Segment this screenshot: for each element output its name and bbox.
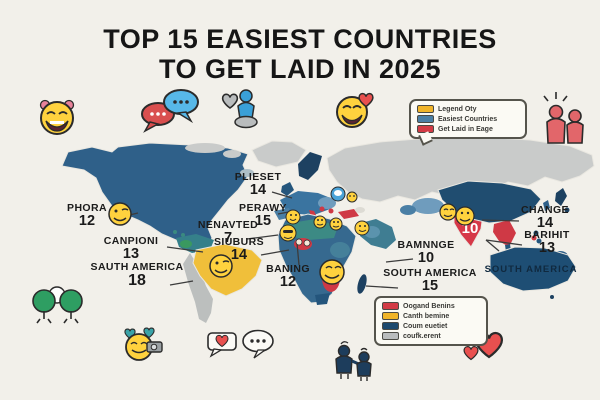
label-name: BAMNNGE	[397, 239, 455, 251]
continent-australia: SOUTH AMERICA	[485, 246, 578, 299]
map-label-perawy: PERAWY 15	[239, 202, 287, 229]
label-value: 14	[536, 215, 554, 231]
label-value: 12	[78, 213, 96, 229]
label-value: 10	[417, 250, 435, 266]
legend-label: Easiest Countries	[438, 115, 498, 123]
legend-label: Oogand Benins	[403, 302, 455, 310]
legend-swatch-blue	[417, 115, 434, 123]
map-label-phora: PHORA 12	[67, 202, 107, 229]
legend-swatch-yellow	[417, 105, 434, 113]
legend-row: Oogand Benins	[382, 302, 480, 310]
legend-row: Easiest Countries	[417, 115, 519, 123]
map-label-sauth-america: SAUTH AMERICA 18	[91, 261, 184, 290]
label-name: BANING	[266, 263, 310, 275]
camera-smiley-emoji-icon	[124, 327, 163, 361]
label-value: 12	[279, 274, 297, 290]
label-name: NENAVTED	[197, 219, 259, 231]
pointer-lines	[111, 191, 523, 289]
label-name: CANPIONI	[103, 235, 159, 247]
label-name: PHORA	[67, 202, 107, 214]
legend-label: Get Laid in Eage	[438, 125, 493, 133]
navy-couple-icon	[335, 341, 372, 381]
map-label-canpioni: CANPIONI 13	[104, 235, 159, 262]
map-label-plieset: PLIESET 14	[235, 171, 282, 198]
chat-emoji-europe	[330, 186, 358, 203]
legend-label: Canth bemine	[403, 312, 450, 320]
label-name: PLIESET	[234, 171, 282, 183]
map-label-baning: BANING 12	[266, 263, 310, 290]
label-value: 13	[538, 240, 556, 256]
typing-bubble-icon	[242, 329, 274, 359]
label-name: BARIHIT	[524, 229, 570, 241]
legend-swatch-navy	[382, 322, 399, 330]
map-label-siuburs: SIUBURS 14	[214, 236, 264, 263]
legend-row: Canth bemine	[382, 312, 480, 320]
continent-greenland	[251, 140, 307, 168]
legend-label: coufk.erent	[403, 332, 441, 340]
legend-swatch-red	[417, 125, 434, 133]
label-name: SOUTH AMERICA	[383, 267, 477, 279]
devil-laugh-emoji-icon	[39, 99, 75, 135]
legend-swatch-yellow	[382, 312, 399, 320]
label-name: PERAWY	[239, 202, 287, 214]
australia-label-text: SOUTH AMERICA	[485, 264, 578, 275]
legend-row: coufk.erent	[382, 332, 480, 340]
label-value: 14	[230, 247, 248, 263]
region-middle-east	[357, 198, 444, 249]
label-name: CHANGE	[521, 204, 569, 216]
label-name: SIUBURS	[213, 236, 265, 248]
title-line-2: TO GET LAID IN 2025	[158, 54, 442, 85]
label-value: 13	[122, 246, 140, 262]
legend-swatch-red	[382, 302, 399, 310]
continent-europe	[240, 152, 359, 223]
legend-swatch-gray	[382, 332, 399, 340]
heart-message-bubble-icon	[207, 332, 237, 358]
title-line-1: TOP 15 EASIEST COUNTRIES	[103, 24, 497, 54]
map-label-change: CHANGE 14	[521, 204, 569, 231]
wink-emoji-brazil	[209, 254, 233, 278]
legend-row: Coum euetiet	[382, 322, 480, 330]
love-laugh-emoji-icon	[336, 92, 374, 128]
person-with-heart-icon	[221, 89, 258, 129]
page-title: TOP 15 EASIEST COUNTRIES TO GET LAID IN …	[0, 24, 600, 84]
legend-label: Coum euetiet	[403, 322, 448, 330]
label-value: 18	[128, 272, 146, 289]
legend-row: Legend Oty	[417, 105, 519, 113]
legend-top: Legend Oty Easiest Countries Get Laid in…	[409, 99, 527, 139]
smiley-emojis-china	[439, 203, 475, 226]
smiley-emojis-africa	[279, 209, 370, 285]
legend-bottom: Oogand Benins Canth bemine Coum euetiet …	[374, 296, 488, 346]
label-name: SAUTH AMERICA	[90, 261, 184, 273]
red-couple-icon	[543, 92, 584, 144]
map-label-bamnnge: BAMNNGE 10	[397, 239, 454, 266]
map-label-nenavted: NENAVTED 7	[198, 219, 258, 246]
map-label-barihit: BARIHIT 13	[524, 229, 569, 256]
map-label-south-america-15: SOUTH AMERICA 15	[383, 267, 476, 294]
label-value: 15	[421, 278, 439, 294]
label-value: 14	[249, 182, 267, 198]
wink-emoji-north-america	[108, 202, 132, 226]
green-trees-icon	[32, 286, 83, 324]
label-value: 7	[223, 230, 233, 246]
legend-row: Get Laid in Eage	[417, 125, 519, 133]
label-value: 15	[254, 213, 272, 229]
legend-label: Legend Oty	[438, 105, 477, 113]
chat-bubbles-icon	[141, 89, 199, 133]
